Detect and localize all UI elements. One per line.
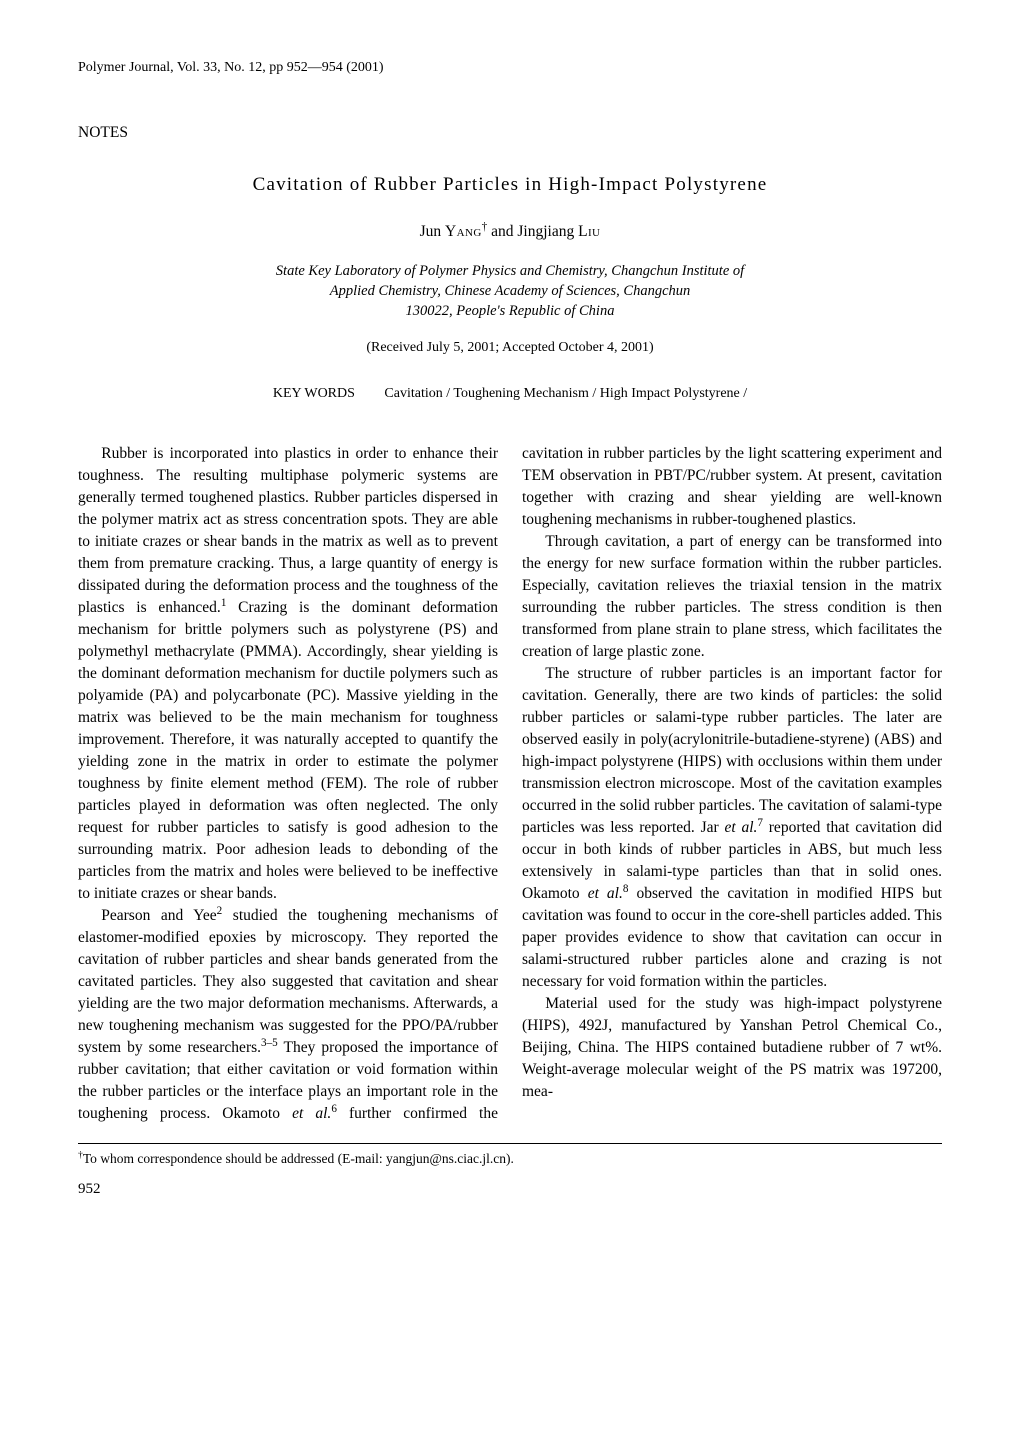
- body-columns: Rubber is incorporated into plastics in …: [78, 443, 942, 1125]
- body-text: studied the toughening mechanisms of ela…: [78, 907, 498, 1056]
- body-text: Rubber is incorporated into plastics in …: [78, 445, 498, 616]
- body-text: Pearson and Yee: [101, 907, 216, 924]
- body-paragraph: Rubber is incorporated into plastics in …: [78, 443, 498, 905]
- keywords-label: KEY WORDS: [273, 386, 355, 401]
- body-paragraph: The structure of rubber particles is an …: [522, 663, 942, 993]
- body-paragraph: Through cavitation, a part of energy can…: [522, 531, 942, 663]
- footnote-text: To whom correspondence should be address…: [83, 1151, 514, 1166]
- received-line: (Received July 5, 2001; Accepted October…: [78, 338, 942, 358]
- keywords-value: Cavitation / Toughening Mechanism / High…: [384, 386, 747, 401]
- notes-heading: NOTES: [78, 122, 942, 144]
- journal-reference: Polymer Journal, Vol. 33, No. 12, pp 952…: [78, 58, 942, 78]
- body-text: toughening process. Okamoto: [78, 1105, 292, 1122]
- author-given-1: Jun: [420, 223, 442, 240]
- et-al: et al.: [588, 885, 623, 902]
- paper-title: Cavitation of Rubber Particles in High-I…: [78, 172, 942, 199]
- author-surname-2: Liu: [578, 223, 600, 240]
- author-conjunction: and: [487, 223, 517, 240]
- footnote: †To whom correspondence should be addres…: [78, 1149, 942, 1168]
- body-paragraph: Material used for the study was high-imp…: [522, 993, 942, 1103]
- page-number: 952: [78, 1179, 942, 1200]
- affiliation-line-2: Applied Chemistry, Chinese Academy of Sc…: [78, 281, 942, 301]
- et-al: et al.: [292, 1105, 331, 1122]
- keywords-row: KEY WORDS Cavitation / Toughening Mechan…: [78, 384, 942, 404]
- et-al: et al.: [724, 819, 757, 836]
- affiliation-line-1: State Key Laboratory of Polymer Physics …: [78, 261, 942, 281]
- affiliation-block: State Key Laboratory of Polymer Physics …: [78, 261, 942, 322]
- citation-ref: 3–5: [261, 1037, 278, 1049]
- body-text: The structure of rubber particles is an …: [522, 665, 942, 836]
- body-text: Crazing is the dominant deformation mech…: [78, 599, 498, 902]
- footnote-rule: [78, 1143, 942, 1144]
- author-given-2: Jingjiang: [517, 223, 574, 240]
- author-surname-1: Yang: [445, 223, 482, 240]
- affiliation-line-3: 130022, People's Republic of China: [78, 301, 942, 321]
- authors-line: Jun Yang† and Jingjiang Liu: [78, 221, 942, 243]
